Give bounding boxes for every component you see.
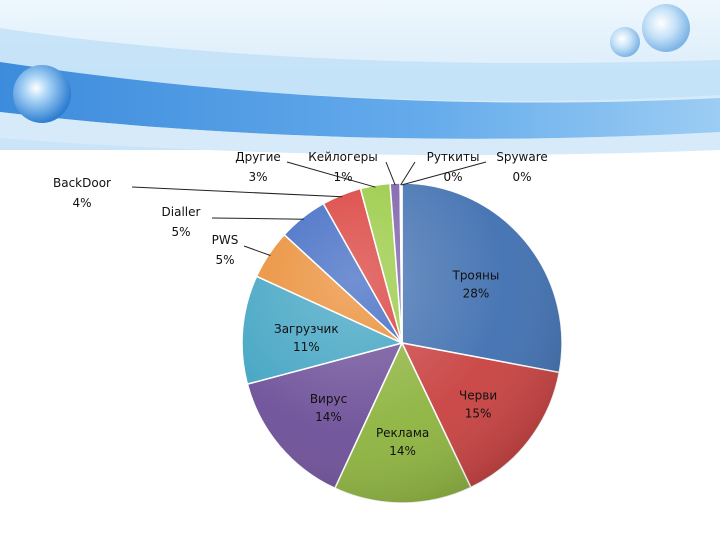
slice-value-другие: 3% bbox=[248, 170, 267, 184]
leader-line-кейлогеры bbox=[385, 161, 396, 186]
slice-value-руткиты: 0% bbox=[443, 170, 462, 184]
header-wave-bottom bbox=[0, 112, 720, 156]
slice-label-кейлогеры: Кейлогеры bbox=[308, 150, 378, 164]
slice-value-вирус: 14% bbox=[315, 410, 342, 424]
bubble-right-large bbox=[642, 4, 690, 52]
leader-line-pws bbox=[243, 245, 271, 256]
pie-slice-spyware bbox=[400, 182, 403, 344]
slice-value-загрузчик: 11% bbox=[293, 340, 320, 354]
leader-line-руткиты bbox=[400, 161, 416, 186]
slice-label-руткиты: Руткиты bbox=[427, 150, 480, 164]
leader-line-dialler bbox=[211, 217, 304, 220]
slice-label-трояны: Трояны bbox=[451, 269, 499, 283]
leader-line-spyware bbox=[401, 161, 487, 186]
bubble-right-small bbox=[610, 27, 640, 57]
slice-label-другие: Другие bbox=[235, 150, 281, 164]
slice-value-dialler: 5% bbox=[171, 225, 190, 239]
slice-value-backdoor: 4% bbox=[72, 196, 91, 210]
slice-label-черви: Черви bbox=[459, 389, 497, 403]
bubble-large-left bbox=[13, 65, 71, 123]
slice-label-backdoor: BackDoor bbox=[53, 176, 111, 190]
leader-line-backdoor bbox=[131, 186, 343, 198]
header-wave-band bbox=[0, 62, 720, 139]
slice-label-spyware: Spyware bbox=[496, 150, 548, 164]
slice-label-вирус: Вирус bbox=[310, 392, 347, 406]
slice-value-pws: 5% bbox=[215, 253, 234, 267]
header-wave-light bbox=[0, 28, 720, 101]
slice-labels: Трояны 28% Черви 15% Реклама 14% Вирус 14% Загру… bbox=[53, 150, 548, 458]
slice-value-кейлогеры: 1% bbox=[333, 170, 352, 184]
leader-line-другие bbox=[286, 161, 376, 188]
slice-value-реклама: 14% bbox=[389, 444, 416, 458]
slice-label-pws: PWS bbox=[212, 233, 239, 247]
slice-value-spyware: 0% bbox=[512, 170, 531, 184]
slice-value-черви: 15% bbox=[465, 407, 492, 421]
slice-value-трояны: 28% bbox=[463, 287, 490, 301]
slice-label-dialler: Dialler bbox=[162, 205, 201, 219]
leader-lines bbox=[131, 161, 487, 256]
slice-label-загрузчик: Загрузчик bbox=[274, 322, 339, 336]
slice-label-реклама: Реклама bbox=[376, 426, 429, 440]
